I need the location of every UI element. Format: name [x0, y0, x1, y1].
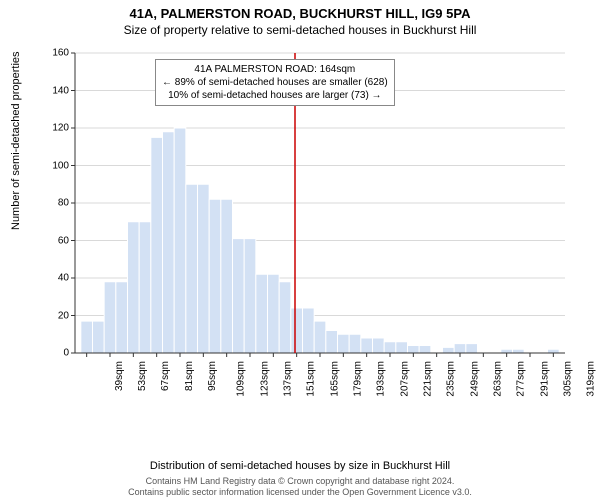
- x-tick-label: 67sqm: [160, 361, 171, 391]
- y-tick-label: 40: [29, 273, 69, 284]
- infobox-line3: 10% of semi-detached houses are larger (…: [162, 89, 388, 102]
- y-tick-label: 20: [29, 310, 69, 321]
- footer-line1: Contains HM Land Registry data © Crown c…: [0, 476, 600, 487]
- x-tick-label: 109sqm: [236, 361, 247, 397]
- y-tick-label: 120: [29, 123, 69, 134]
- y-axis-label: Number of semi-detached properties: [10, 51, 22, 230]
- chart-area: 020406080100120140160 39sqm53sqm67sqm81s…: [70, 48, 570, 408]
- x-tick-label: 39sqm: [114, 361, 125, 391]
- subtitle: Size of property relative to semi-detach…: [0, 21, 600, 37]
- y-tick-label: 140: [29, 85, 69, 96]
- x-tick-label: 263sqm: [493, 361, 504, 397]
- footer-line2: Contains public sector information licen…: [0, 487, 600, 498]
- x-tick-label: 193sqm: [376, 361, 387, 397]
- chart-container: 41A, PALMERSTON ROAD, BUCKHURST HILL, IG…: [0, 0, 600, 500]
- x-tick-label: 291sqm: [539, 361, 550, 397]
- x-tick-label: 95sqm: [207, 361, 218, 391]
- x-tick-label: 249sqm: [469, 361, 480, 397]
- x-tick-label: 151sqm: [306, 361, 317, 397]
- x-tick-label: 207sqm: [399, 361, 410, 397]
- x-tick-label: 81sqm: [184, 361, 195, 391]
- footer: Contains HM Land Registry data © Crown c…: [0, 476, 600, 498]
- x-tick-label: 179sqm: [353, 361, 364, 397]
- x-tick-label: 319sqm: [586, 361, 597, 397]
- x-tick-label: 305sqm: [563, 361, 574, 397]
- x-axis-label: Distribution of semi-detached houses by …: [0, 460, 600, 472]
- x-tick-label: 277sqm: [516, 361, 527, 397]
- infobox-line1: 41A PALMERSTON ROAD: 164sqm: [162, 63, 388, 76]
- x-tick-label: 235sqm: [446, 361, 457, 397]
- property-info-box: 41A PALMERSTON ROAD: 164sqm ← 89% of sem…: [155, 59, 395, 106]
- infobox-line2: ← 89% of semi-detached houses are smalle…: [162, 76, 388, 89]
- y-tick-label: 100: [29, 160, 69, 171]
- y-tick-label: 60: [29, 235, 69, 246]
- x-tick-label: 123sqm: [259, 361, 270, 397]
- x-tick-label: 53sqm: [137, 361, 148, 391]
- x-tick-label: 165sqm: [329, 361, 340, 397]
- x-tick-label: 221sqm: [423, 361, 434, 397]
- address-title: 41A, PALMERSTON ROAD, BUCKHURST HILL, IG…: [0, 0, 600, 21]
- y-tick-label: 160: [29, 48, 69, 59]
- x-tick-label: 137sqm: [283, 361, 294, 397]
- y-tick-label: 80: [29, 198, 69, 209]
- y-tick-label: 0: [29, 348, 69, 359]
